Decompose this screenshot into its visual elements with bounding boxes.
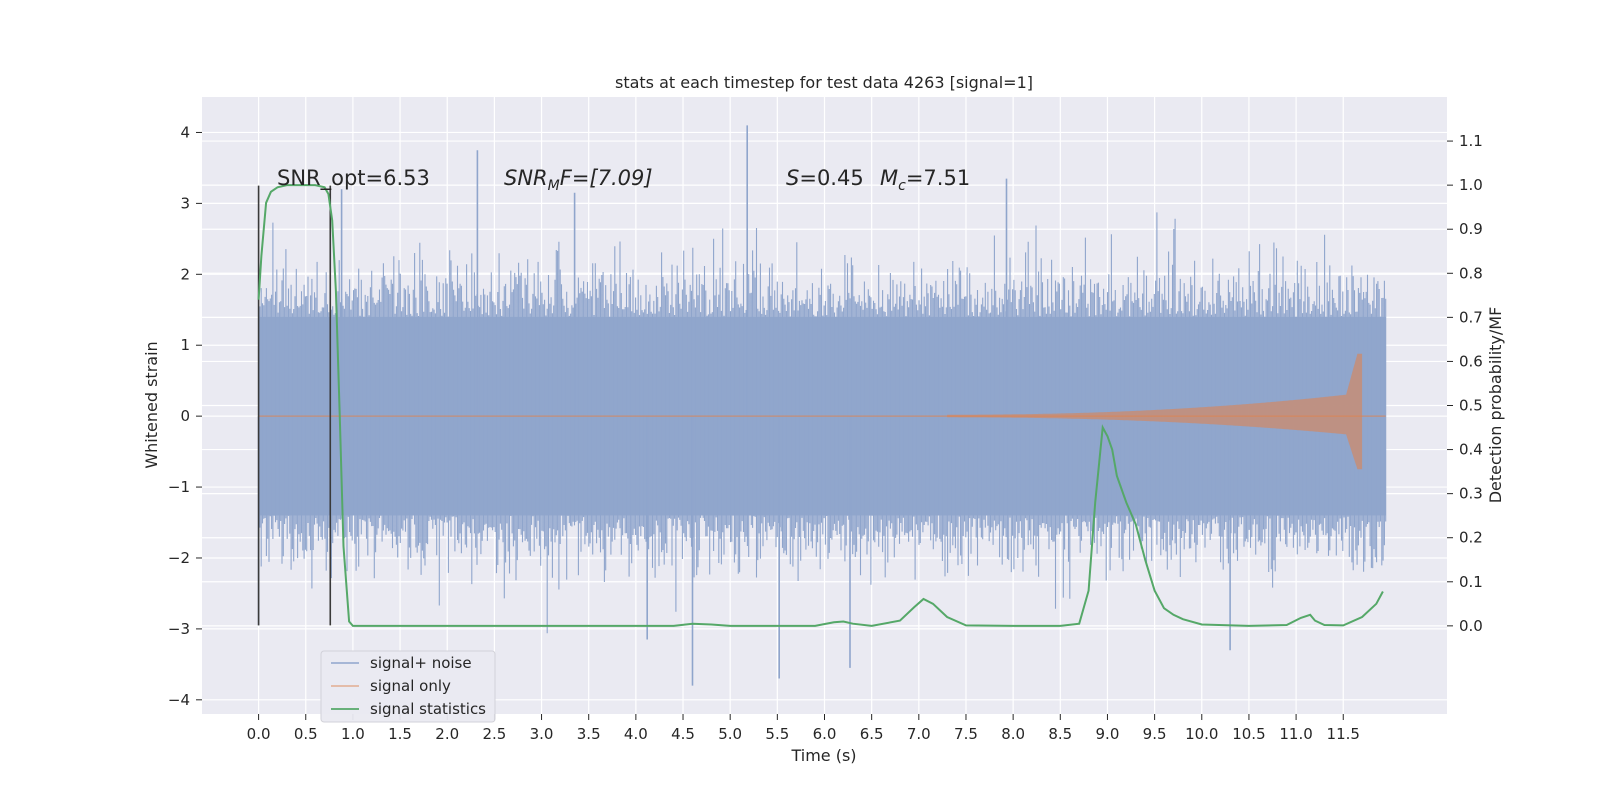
y-axis-label-right: Detection probability/MF	[1486, 307, 1505, 504]
y-left-tick-label: 1	[180, 336, 190, 354]
legend-label-signal-statistics: signal statistics	[370, 700, 486, 718]
s-symbol: S	[786, 166, 799, 190]
x-tick-label: 11.5	[1327, 725, 1360, 743]
x-tick-label: 7.0	[907, 725, 931, 743]
y-right-tick-label: 0.4	[1459, 441, 1483, 459]
x-tick-label: 4.5	[671, 725, 695, 743]
x-tick-label: 8.0	[1001, 725, 1025, 743]
y-right-tick-label: 0.2	[1459, 529, 1483, 547]
legend: signal+ noise signal only signal statist…	[320, 650, 496, 723]
s-value: =0.45	[799, 166, 863, 190]
y-axis-label-left: Whitened strain	[142, 341, 161, 468]
s-annotation: S=0.45	[786, 166, 864, 190]
legend-label-signal-noise: signal+ noise	[370, 654, 472, 672]
snr-opt-text: SNR_opt=6.53	[277, 166, 430, 191]
signal-statistics-line	[257, 184, 1384, 627]
x-tick-label: 9.5	[1143, 725, 1167, 743]
x-tick-label: 9.0	[1096, 725, 1120, 743]
y-right-tick-label: 0.5	[1459, 397, 1483, 415]
vertical-markers	[257, 185, 332, 626]
x-tick-label: 7.5	[954, 725, 978, 743]
legend-label-signal-only: signal only	[370, 677, 451, 695]
y-left-tick-label: −4	[168, 691, 190, 709]
y-left-tick-label: 0	[180, 407, 190, 425]
signal-only-series	[258, 353, 1386, 470]
y-left-tick-label: 3	[180, 194, 190, 212]
x-tick-label: 1.0	[341, 725, 365, 743]
x-tick-label: 6.0	[813, 725, 837, 743]
x-axis-ticks: 0.0 0.5 1.0 1.5 2.0 2.5 3.0 3.5 4.0 4.5 5.0 5.5 6.0 6…	[247, 714, 1360, 743]
y-right-tick-label: 1.1	[1459, 132, 1483, 150]
y-left-tick-label: 2	[180, 265, 190, 283]
y-right-tick-label: 0.3	[1459, 485, 1483, 503]
x-tick-label: 11.0	[1279, 725, 1312, 743]
x-tick-label: 3.5	[577, 725, 601, 743]
x-tick-label: 8.5	[1048, 725, 1072, 743]
y-right-tick-label: 0.7	[1459, 308, 1483, 326]
legend-box	[320, 650, 496, 723]
x-tick-label: 2.0	[435, 725, 459, 743]
snr-opt-annotation: SNR_opt=6.53	[277, 166, 430, 191]
snr-mf-annotation: SNRMF=[7.09]	[504, 166, 653, 194]
y-right-tick-label: 0.0	[1459, 617, 1483, 635]
signal-only-chirp	[947, 353, 1363, 470]
x-tick-label: 10.5	[1232, 725, 1265, 743]
x-tick-label: 10.0	[1185, 725, 1218, 743]
x-tick-label: 4.0	[624, 725, 648, 743]
y-left-tick-label: −3	[168, 620, 190, 638]
x-tick-label: 1.5	[388, 725, 412, 743]
chart-title: stats at each timestep for test data 426…	[615, 73, 1033, 92]
snr-mf-suffix: F=[7.09]	[560, 166, 653, 190]
mc-value: =7.51	[906, 166, 970, 190]
y-right-tick-label: 0.1	[1459, 573, 1483, 591]
y-left-axis-ticks: −4 −3 −2 −1 0 1 2 3 4	[168, 123, 202, 709]
snr-mf-prefix: SNR	[504, 166, 548, 190]
y-right-axis-ticks: 0.0 0.1 0.2 0.3 0.4 0.5 0.6 0.7 0.8 0.9 1.0 1.1	[1447, 132, 1483, 635]
x-tick-label: 5.5	[765, 725, 789, 743]
y-left-tick-label: 4	[180, 123, 190, 141]
x-tick-label: 2.5	[482, 725, 506, 743]
y-right-tick-label: 0.8	[1459, 264, 1483, 282]
mc-subscript: c	[898, 178, 906, 194]
x-axis-label: Time (s)	[790, 746, 856, 765]
noise-spikes	[257, 125, 1231, 686]
snr-mf-subscript: M	[548, 178, 560, 194]
mc-symbol: M	[880, 166, 898, 190]
x-tick-label: 5.0	[718, 725, 742, 743]
y-right-tick-label: 1.0	[1459, 176, 1483, 194]
signal-statistics-series	[257, 184, 1384, 627]
x-tick-label: 6.5	[860, 725, 884, 743]
x-tick-label: 3.0	[530, 725, 554, 743]
y-right-tick-label: 0.6	[1459, 352, 1483, 370]
mc-annotation: Mc=7.51	[880, 166, 970, 194]
y-left-tick-label: −2	[168, 549, 190, 567]
y-left-tick-label: −1	[168, 478, 190, 496]
y-right-tick-label: 0.9	[1459, 220, 1483, 238]
x-tick-label: 0.5	[294, 725, 318, 743]
x-tick-label: 0.0	[247, 725, 271, 743]
